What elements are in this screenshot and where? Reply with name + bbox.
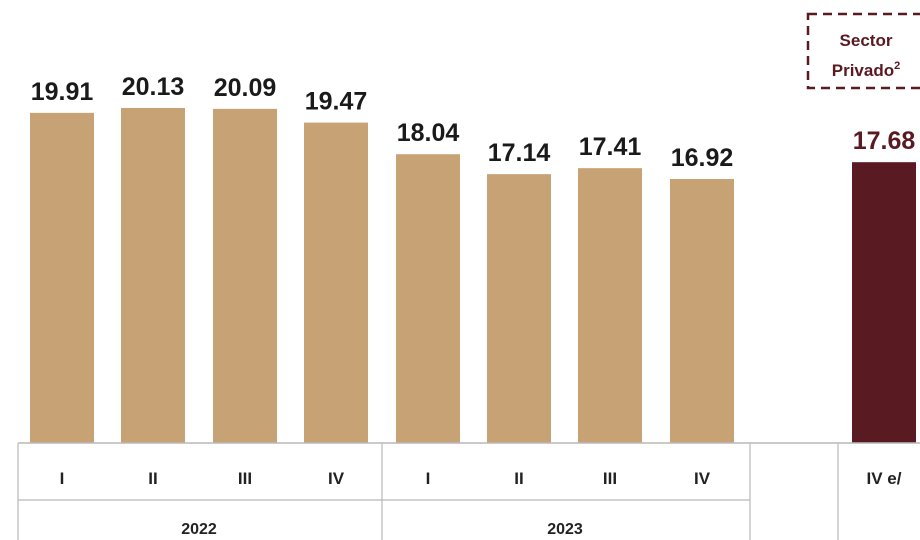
- value-label: 17.41: [579, 133, 642, 161]
- value-label: 20.13: [122, 73, 185, 101]
- annotation-line2: Privado2: [832, 60, 900, 80]
- tick-label: II: [148, 469, 157, 488]
- sector-privado-annotation: Sector Privado2: [806, 12, 920, 90]
- tick-label: I: [426, 469, 431, 488]
- x-axis: I II III IV I II III IV IV e/2022 2023: [17, 442, 920, 540]
- bar: [213, 108, 277, 443]
- value-label: 18.04: [397, 119, 460, 147]
- tick-label: III: [238, 469, 252, 488]
- year-group-label: 2022: [181, 521, 217, 538]
- tick-label: IV: [328, 469, 345, 488]
- tick-label: IV: [694, 469, 711, 488]
- bar: [578, 168, 642, 443]
- bar: [304, 122, 368, 443]
- bar: [30, 112, 94, 444]
- bar: [487, 174, 551, 443]
- bar: [121, 108, 185, 443]
- annotation-box: [806, 12, 920, 90]
- annotation-superscript: 2: [894, 60, 900, 72]
- value-labels-layer: 19.91 20.13 20.09 19.47 18.04 17.14 17.41 16.92…: [31, 73, 916, 172]
- tick-label: IV e/: [867, 469, 902, 488]
- tick-label: III: [603, 469, 617, 488]
- bar: [670, 179, 734, 443]
- value-label: 19.47: [305, 88, 368, 116]
- value-label: 19.91: [31, 78, 94, 106]
- tick-label: I: [60, 469, 65, 488]
- bars-layer: [30, 108, 916, 444]
- annotation-line1: Sector: [840, 31, 893, 50]
- tick-label: II: [514, 469, 523, 488]
- bar-highlight: [852, 162, 916, 443]
- annotation-line2-text: Privado: [832, 61, 894, 80]
- value-label: 17.14: [488, 139, 551, 167]
- value-label: 16.92: [671, 144, 734, 172]
- bar: [396, 154, 460, 443]
- year-group-label: 2023: [547, 521, 583, 538]
- value-label: 17.68: [853, 127, 916, 155]
- value-label: 20.09: [214, 74, 277, 102]
